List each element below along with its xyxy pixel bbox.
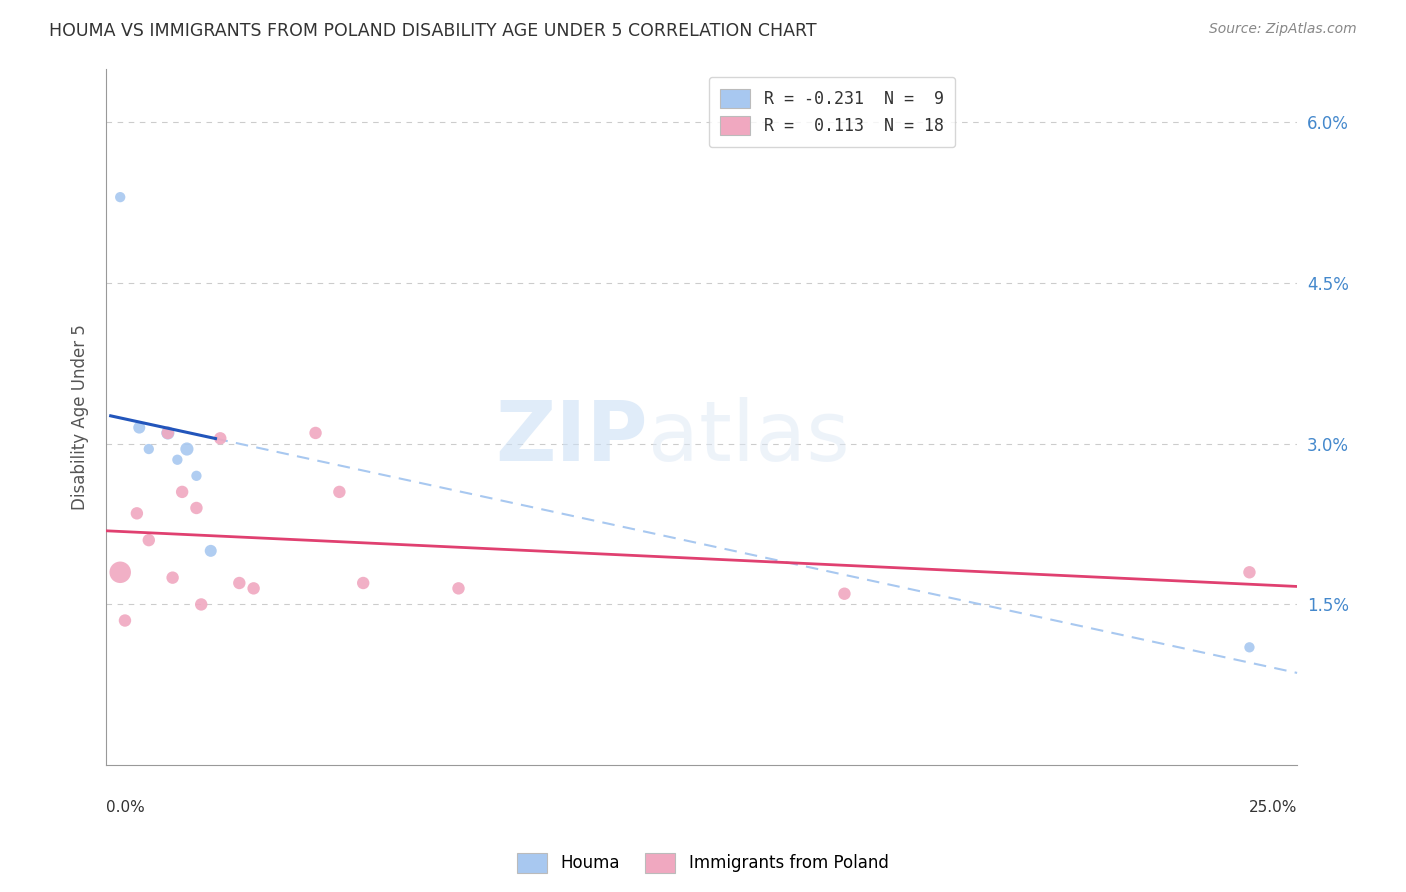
Text: Source: ZipAtlas.com: Source: ZipAtlas.com [1209, 22, 1357, 37]
Point [138, 533, 160, 548]
Point [108, 190, 131, 204]
Point [125, 506, 148, 520]
Y-axis label: Disability Age Under 5: Disability Age Under 5 [72, 324, 89, 510]
Text: ZIP: ZIP [495, 397, 648, 478]
Point [186, 500, 208, 515]
Text: 25.0%: 25.0% [1249, 800, 1298, 815]
Point [156, 425, 179, 440]
Point [328, 484, 350, 499]
Point [352, 576, 374, 591]
Point [242, 582, 264, 596]
Point [114, 614, 136, 628]
Point [108, 566, 131, 580]
Legend: R = -0.231  N =  9, R =  0.113  N = 18: R = -0.231 N = 9, R = 0.113 N = 18 [709, 77, 955, 147]
Point [138, 442, 160, 456]
Point [228, 576, 250, 591]
Point [834, 587, 856, 601]
Point [304, 425, 326, 440]
Point [176, 442, 198, 456]
Point [190, 598, 212, 612]
Point [172, 484, 194, 499]
Point [128, 420, 150, 434]
Text: atlas: atlas [648, 397, 849, 478]
Point [166, 452, 188, 467]
Text: HOUMA VS IMMIGRANTS FROM POLAND DISABILITY AGE UNDER 5 CORRELATION CHART: HOUMA VS IMMIGRANTS FROM POLAND DISABILI… [49, 22, 817, 40]
Point [209, 431, 232, 445]
Text: 0.0%: 0.0% [105, 800, 145, 815]
Point [186, 468, 208, 483]
Point [1239, 640, 1261, 655]
Point [156, 425, 179, 440]
Point [447, 582, 470, 596]
Point [162, 571, 184, 585]
Point [200, 544, 222, 558]
Point [1239, 566, 1261, 580]
Legend: Houma, Immigrants from Poland: Houma, Immigrants from Poland [510, 847, 896, 880]
